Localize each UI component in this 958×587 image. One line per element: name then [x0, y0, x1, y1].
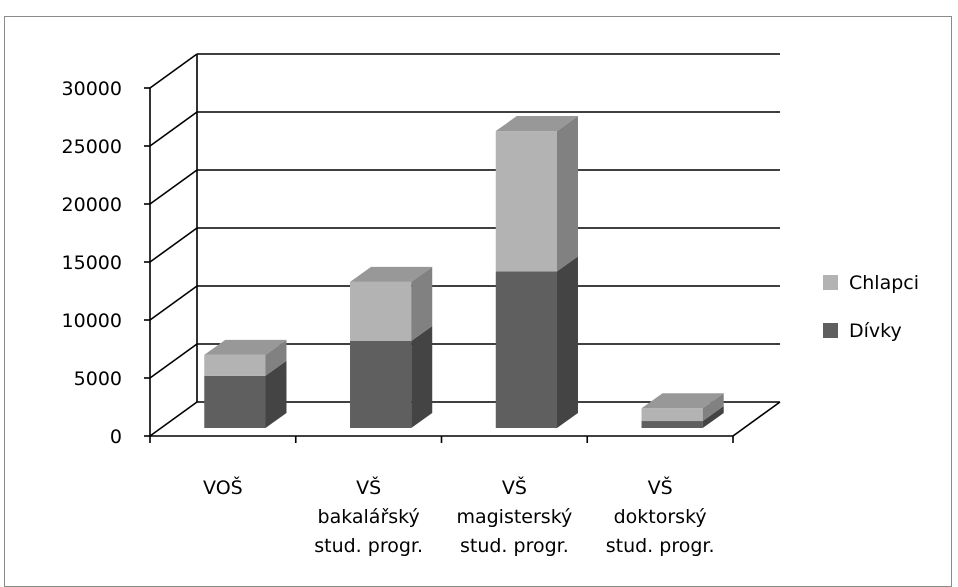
y-tick-label: 5000: [74, 368, 122, 390]
bar-dívky-side: [702, 406, 724, 428]
x-category-label-line: stud. progr.: [606, 535, 715, 557]
bar-chlapci-side: [702, 393, 724, 422]
bar-chlapci-side: [556, 116, 578, 272]
x-category-label-line: bakalářský: [318, 506, 420, 528]
x-category-label: VŠ doktorský stud. progr.: [606, 475, 715, 557]
bar-chlapci-side: [411, 266, 433, 341]
bar-dívky-side: [411, 326, 433, 428]
bar-chlapci-side: [265, 339, 287, 376]
legend-swatch-dívky: [823, 323, 838, 338]
y-tick-label: 25000: [62, 136, 122, 158]
gridline-side: [149, 285, 198, 321]
bar-chlapci-top: [495, 116, 578, 132]
legend-label-chlapci: Chlapci: [849, 272, 919, 294]
bar-dívky: [350, 341, 412, 428]
gridline-side: [149, 343, 198, 379]
bar-chlapci-top: [204, 339, 287, 355]
y-tick-label: 20000: [62, 194, 122, 216]
gridline-side: [149, 227, 198, 263]
bar-chlapci: [641, 408, 703, 422]
floor-right-edge: [732, 401, 781, 437]
y-tick-label: 30000: [62, 78, 122, 100]
bar-chlapci: [495, 131, 557, 272]
bar-chlapci-top: [350, 266, 433, 282]
bar-chlapci: [350, 281, 412, 341]
x-category-label-line: stud. progr.: [460, 535, 569, 557]
y-tick-label: 0: [110, 426, 122, 448]
bar-chlapci: [204, 354, 266, 376]
x-category-label-line: VOŠ: [203, 475, 243, 499]
chart-frame: [4, 16, 952, 587]
gridline-side: [149, 401, 198, 437]
y-tick-label: 10000: [62, 310, 122, 332]
x-category-label-line: VŠ: [502, 475, 527, 499]
x-category-label-line: magisterský: [456, 506, 572, 528]
x-category-label-line: stud. progr.: [314, 535, 423, 557]
gridline-side: [149, 111, 198, 147]
x-category-label: VŠ bakalářský stud. progr.: [314, 475, 423, 557]
bar-dívky-side: [265, 360, 287, 428]
bar-dívky: [495, 271, 557, 428]
legend-swatch-chlapci: [823, 275, 838, 290]
bar-dívky: [204, 375, 266, 428]
x-category-label-line: VŠ: [648, 475, 673, 499]
gridline-side: [149, 169, 198, 205]
bar-dívky-side: [556, 256, 578, 428]
x-category-label: VOŠ: [203, 475, 243, 499]
x-category-label: VŠ magisterský stud. progr.: [456, 475, 572, 557]
bar-chlapci-top: [641, 393, 724, 409]
x-category-label-line: VŠ: [356, 475, 381, 499]
legend-label-dívky: Dívky: [849, 320, 902, 342]
y-tick-label: 15000: [62, 252, 122, 274]
x-category-label-line: doktorský: [614, 506, 707, 528]
bar-dívky: [641, 421, 703, 428]
gridline-side: [149, 53, 198, 89]
